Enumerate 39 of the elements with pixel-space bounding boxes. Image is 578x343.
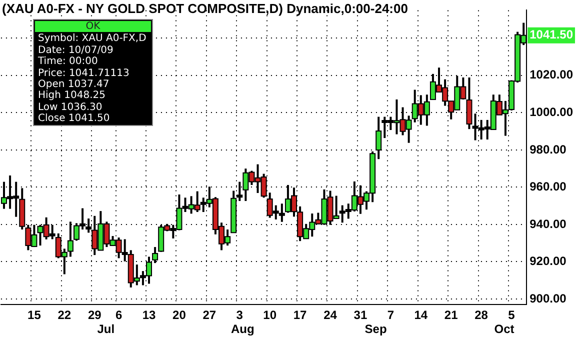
y-tick-label: 900.00	[530, 291, 567, 306]
annotation: Low 1036.30	[37, 102, 104, 113]
x-tick-label: 10	[263, 308, 277, 322]
chart-title: (XAU A0-FX - NY GOLD SPOT COMPOSITE,D) Dynamic,0:00-24:00	[2, 1, 408, 16]
annotation: Time: 00:00	[37, 56, 99, 68]
x-tick-label: 6	[115, 308, 122, 322]
y-tick-label: 1020.00	[530, 68, 574, 82]
x-tick-label: 29	[88, 308, 102, 322]
y-tick-label: 1000.00	[530, 104, 574, 119]
x-tick-label: 5	[508, 308, 516, 322]
x-tick-label: 31	[354, 308, 368, 322]
y-tick-label: 920.00	[530, 254, 567, 268]
x-tick-label: 22	[58, 308, 72, 322]
annotation: OK	[35, 21, 151, 32]
annotation: Close 1041.50	[37, 113, 111, 125]
annotation: Price: 1041.71113	[37, 68, 130, 80]
x-tick-label: 14	[414, 308, 428, 322]
x-tick-label: 7	[387, 308, 394, 322]
annotation: Date: 10/07/09	[37, 44, 114, 56]
annotation: High 1048.25	[37, 90, 107, 102]
x-tick-label: 15	[28, 308, 42, 322]
y-tick-label: 940.00	[530, 216, 567, 231]
text: Sep	[364, 322, 387, 336]
x-tick-label: 17	[293, 308, 308, 322]
text: Aug	[231, 322, 254, 336]
x-tick-label: 21	[444, 308, 458, 322]
x-tick-label: 28	[474, 308, 488, 322]
text: Oct	[494, 322, 514, 336]
text: 1041.50	[530, 28, 574, 42]
x-tick-label: 24	[324, 308, 338, 322]
x-tick-label: 13	[142, 308, 156, 322]
x-tick-label: 20	[172, 308, 186, 322]
y-tick-label: 960.00	[530, 180, 567, 194]
annotation: Open 1037.47	[37, 79, 110, 90]
text: Jul	[97, 322, 115, 336]
y-tick-label: 980.00	[530, 142, 567, 156]
x-tick-label: 3	[236, 308, 244, 322]
annotation: Symbol: XAU A0-FX,D	[37, 33, 148, 45]
x-tick-label: 27	[202, 308, 216, 322]
